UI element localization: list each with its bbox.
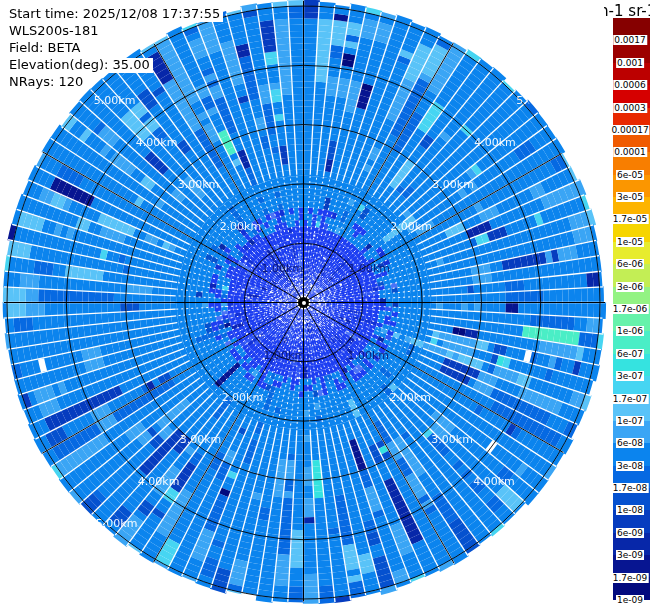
colorbar-tick-label: 1.7e-09 [612,573,649,583]
instrument-label: WLS200s-181 [9,24,101,39]
center-dot [302,301,306,305]
colorbar-tick-label: 0.0001 [613,147,647,157]
colorbar-tick-label: 1.7e-08 [612,483,649,493]
colorbar-tick-label: 6e-07 [616,349,644,359]
elevation-label: Elevation(deg): 35.00 [9,58,153,73]
colorbar-tick-label: 0.0006 [613,80,647,90]
nrays-label: NRays: 120 [9,75,86,90]
colorbar-title-container: m-1 sr-1 [604,1,650,18]
colorbar-tick-label: 3e-07 [616,371,644,381]
colorbar-tick-label: 6e-06 [616,259,644,269]
colorbar-tick-label: 0.0003 [613,103,647,113]
colorbar-tick-label: 6e-05 [616,170,644,180]
colorbar-tick-label: 0.001 [616,58,644,68]
colorbar-tick-label: 3e-06 [616,282,644,292]
field-label: Field: BETA [9,41,83,56]
colorbar-tick-label: 3e-08 [616,461,644,471]
colorbar-tick-label: 0.00017 [610,125,649,135]
colorbar-tick-label: 1.7e-06 [612,304,649,314]
colorbar-tick-label: 3e-05 [616,192,644,202]
center-marker [298,297,309,308]
colorbar-tick-label: 1.7e-07 [612,394,649,404]
colorbar-tick-label: 1e-05 [616,237,644,247]
colorbar-tick-label: 1e-06 [616,326,644,336]
colorbar-tick-label: 1e-08 [616,505,644,515]
colorbar-tick-label: 6e-08 [616,438,644,448]
start-time-label: Start time: 2025/12/08 17:37:55 [9,7,223,22]
colorbar-tick-label: 1e-07 [616,416,644,426]
colorbar-tick-label: 3e-09 [616,550,644,560]
colorbar-tick-label: 1.7e-05 [612,214,649,224]
colorbar-tick-label: 0.0017 [613,35,647,45]
colorbar-tick-label: 6e-09 [616,528,644,538]
ppi-scan-canvas [0,0,650,610]
colorbar-title: m-1 sr-1 [604,2,650,18]
colorbar-tick-label: 1e-09 [616,595,644,605]
